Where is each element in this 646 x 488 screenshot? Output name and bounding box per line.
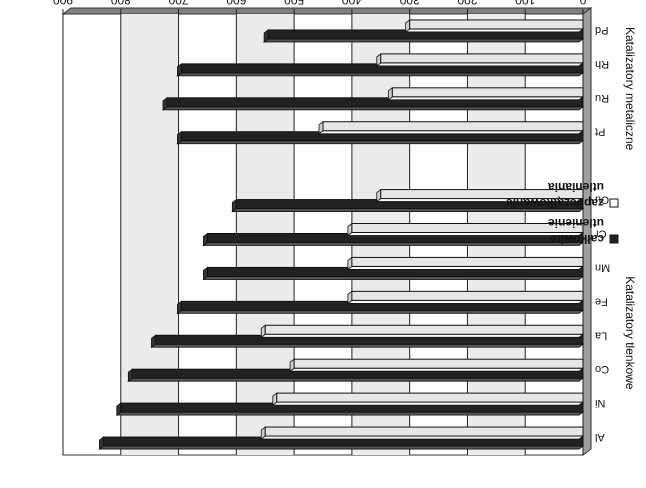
bar-oxidation-start: [391, 87, 584, 98]
bar-oxidation-start: [409, 19, 584, 30]
y-tick-label: Ni: [595, 397, 605, 409]
bar-oxidation-start: [380, 189, 584, 200]
y-tick-label: Co: [595, 363, 609, 375]
y-tick-label: Al: [595, 431, 605, 443]
y-tick-label: Ru: [595, 92, 609, 104]
group-label-oxide: Katalizatory tlenkowe: [623, 276, 637, 390]
y-tick-label: Fe: [595, 295, 608, 307]
grid-band: [120, 14, 179, 455]
chart-root: 0100200300400500600700800900Temperatura,…: [53, 0, 637, 456]
legend-label-start-line1: zapoczątkowanie: [506, 196, 604, 210]
x-tick-label: 100: [515, 0, 535, 7]
y-tick-label: La: [594, 329, 607, 341]
y-tick-label: Cr: [595, 228, 607, 240]
x-tick-label: 300: [399, 0, 419, 7]
plot-side-wall: [582, 7, 592, 456]
bar-oxidation-start: [264, 426, 584, 437]
bar-oxidation-start: [351, 290, 584, 301]
x-tick-label: 800: [110, 0, 130, 7]
bar-oxidation-start: [351, 223, 584, 233]
legend-swatch-start: [609, 198, 619, 208]
x-tick-label: 600: [226, 0, 246, 7]
x-tick-label: 500: [284, 0, 304, 7]
y-tick-label: Pd: [595, 24, 608, 36]
bar-complete-oxidation: [166, 97, 584, 108]
y-tick-label: Mn: [595, 261, 610, 273]
x-tick-label: 0: [579, 0, 586, 7]
plot-floor: [61, 7, 593, 15]
group-label-metallic: Katalizatory metaliczne: [623, 27, 637, 151]
legend-label-complete-line2: utlenienie: [548, 216, 604, 230]
y-tick-label: Pt: [595, 126, 605, 138]
legend-swatch-complete: [609, 234, 619, 244]
bar-oxidation-start: [380, 53, 584, 64]
legend-label-complete-line1: całkowite: [550, 232, 604, 246]
bar-oxidation-start: [264, 324, 584, 335]
y-tick-label: Cu: [595, 194, 609, 206]
bar-oxidation-start: [293, 358, 584, 369]
x-tick-label: 400: [342, 0, 362, 7]
legend-label-start-line2: utleniania: [548, 180, 604, 194]
x-tick-label: 900: [53, 0, 73, 7]
x-tick-label: 200: [457, 0, 477, 7]
bar-oxidation-start: [322, 121, 584, 132]
x-tick-label: 700: [168, 0, 188, 7]
y-tick-label: Rh: [595, 58, 609, 70]
bar-oxidation-start: [276, 392, 584, 403]
bar-oxidation-start: [351, 256, 584, 267]
